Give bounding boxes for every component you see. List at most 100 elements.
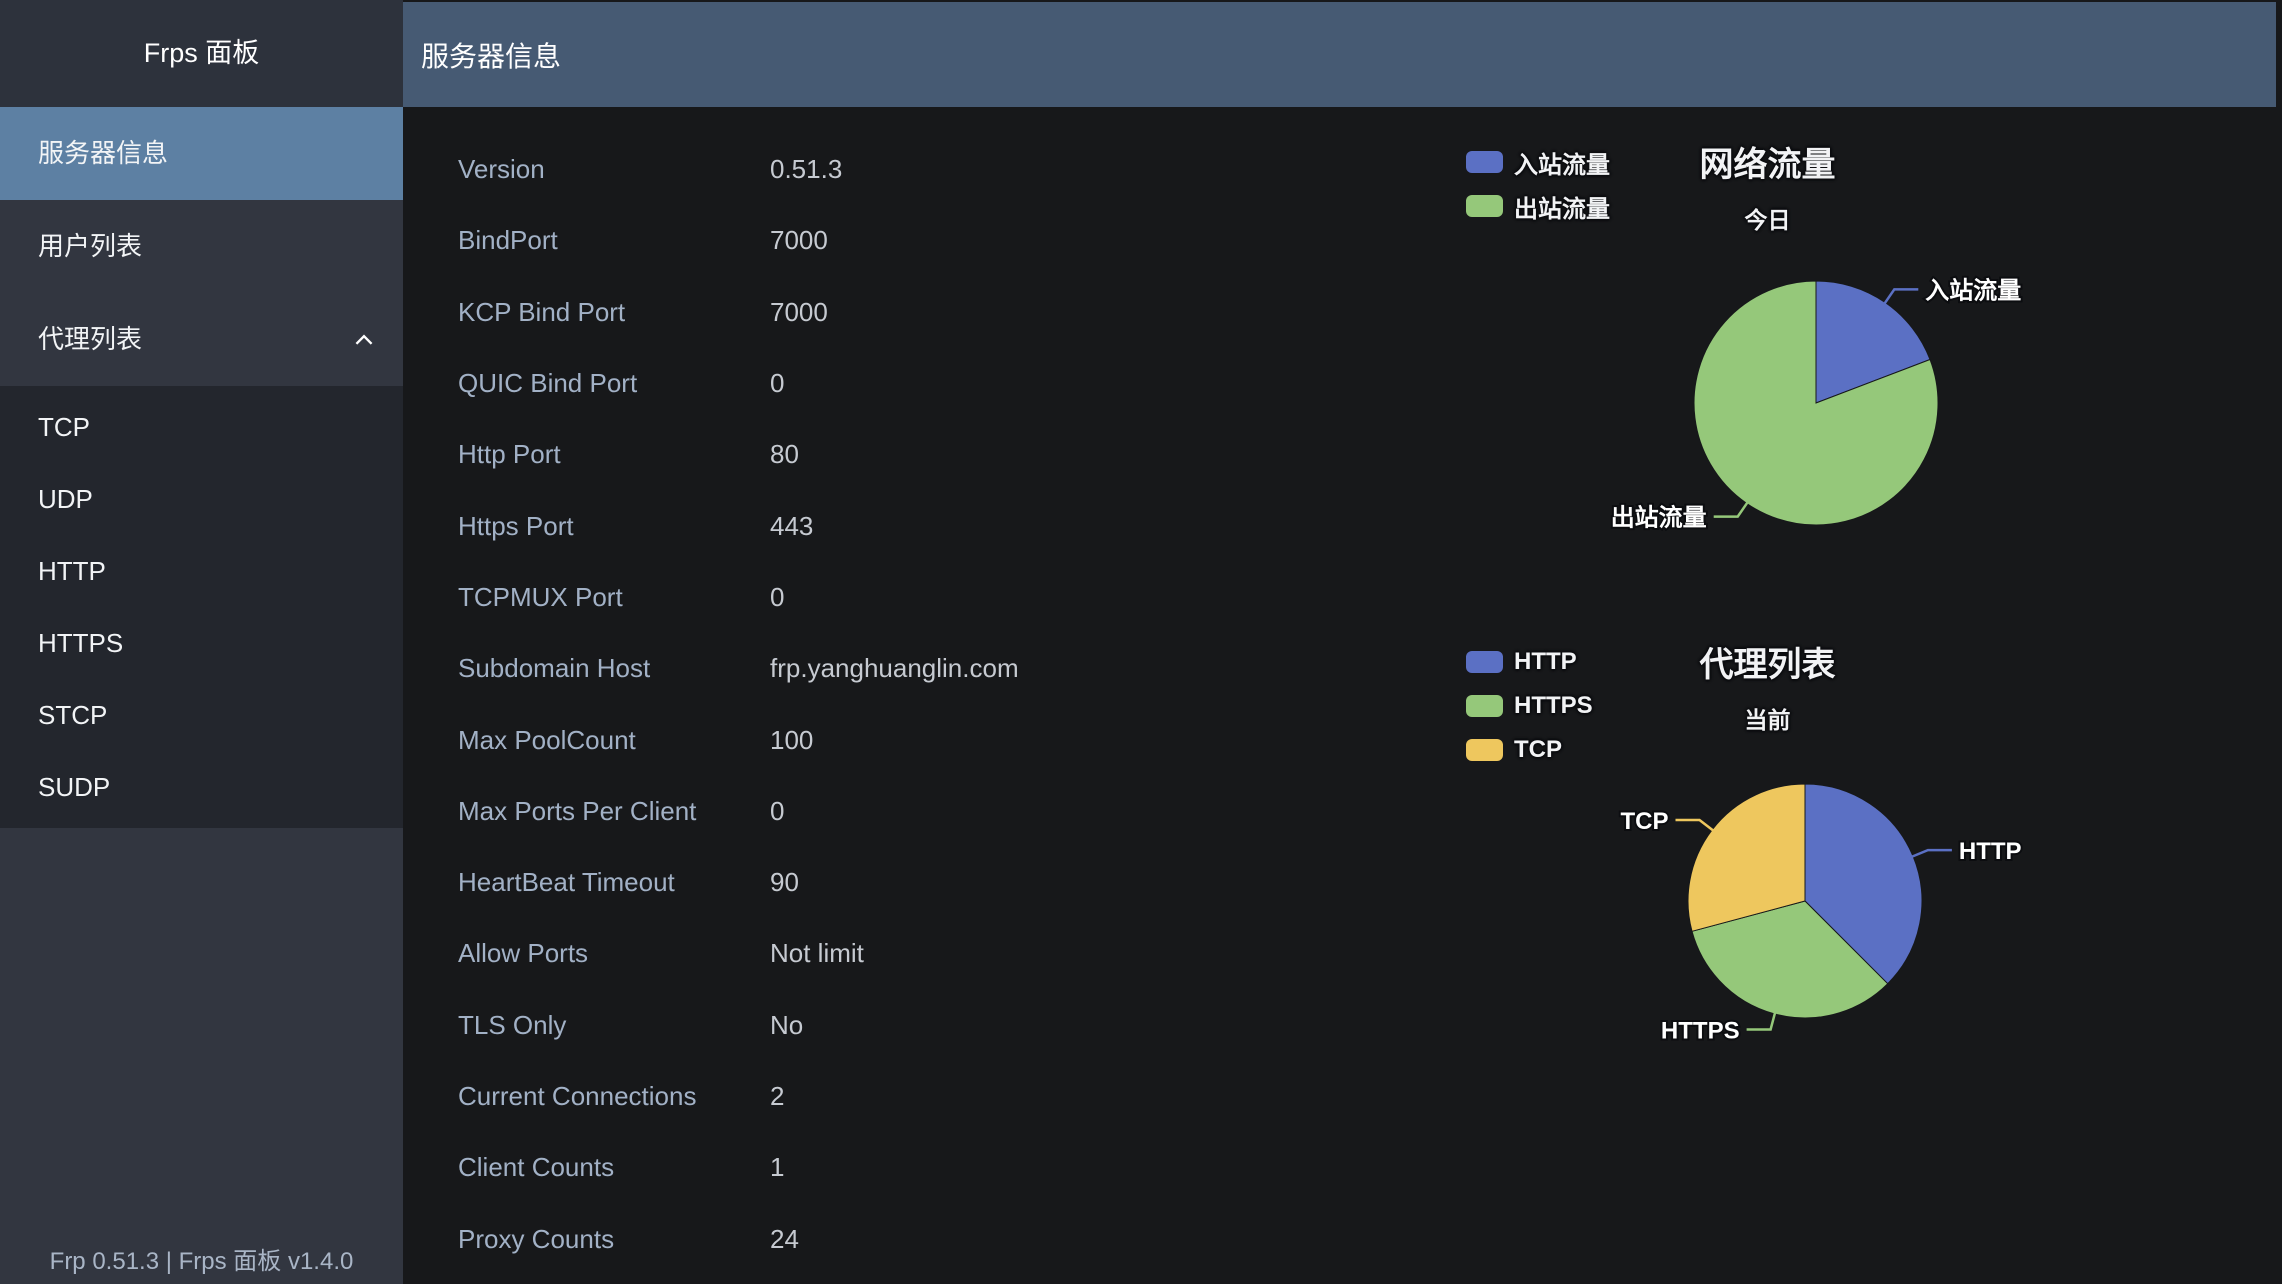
info-value: 443: [770, 510, 814, 541]
info-label: Max Ports Per Client: [458, 795, 697, 826]
table-row: Current Connections 2: [458, 1061, 1019, 1132]
table-row: Subdomain Host frp.yanghuanglin.com: [458, 633, 1019, 704]
version-footer: Frp 0.51.3 | Frps 面板 v1.4.0: [49, 1248, 354, 1275]
chart-title-box: 代理列表 当前: [1435, 620, 2100, 735]
table-row: Version 0.51.3: [458, 134, 1019, 205]
table-row: BindPort 7000: [458, 205, 1019, 276]
chart-subtitle: 今日: [1744, 207, 1791, 233]
legend-item-HTTP[interactable]: HTTP: [1466, 640, 1593, 684]
sidebar-subitem-udp[interactable]: UDP: [38, 484, 93, 514]
pie-slice-label: 出站流量: [1611, 505, 1707, 532]
pie-label-leader: [1883, 288, 1919, 305]
info-value: 0: [770, 581, 785, 612]
info-label: Subdomain Host: [458, 653, 651, 684]
info-value: 0: [770, 368, 785, 399]
app-title: Frps 面板: [0, 0, 403, 107]
sidebar-item-user-list[interactable]: 用户列表: [38, 231, 143, 261]
info-value: 0.51.3: [770, 154, 843, 185]
sidebar: Frps 面板 服务器信息 用户列表 代理列表 TCP UDP HTTP HTTPS S…: [0, 0, 403, 1284]
table-row: Max PoolCount 100: [458, 704, 1019, 775]
legend-item-出站流量[interactable]: 出站流量: [1466, 184, 1610, 228]
table-row: Max Ports Per Client 0: [458, 776, 1019, 847]
chart-proxy-list: HTTP HTTPS TCP 代理列表 当前 HTTP HTTPS TCP: [1435, 620, 2282, 1120]
info-label: KCP Bind Port: [458, 296, 626, 327]
legend-label: 出站流量: [1514, 195, 1610, 223]
legend-label: 入站流量: [1514, 151, 1610, 179]
legend-item-TCP[interactable]: TCP: [1466, 728, 1593, 772]
table-row: Proxy Counts 24: [458, 1203, 1019, 1274]
legend-swatch: [1466, 651, 1503, 673]
pie-label-leader: [1675, 818, 1715, 832]
legend-swatch: [1466, 195, 1503, 217]
chart-legend: 入站流量 出站流量: [1466, 140, 1610, 228]
sidebar-submenu: TCP UDP HTTP HTTPS STCP SUDP: [0, 386, 403, 828]
sidebar-subitem-stcp[interactable]: STCP: [38, 700, 108, 730]
info-value: frp.yanghuanglin.com: [770, 653, 1019, 684]
info-value: 2: [770, 1081, 785, 1111]
table-row: HeartBeat Timeout 90: [458, 847, 1019, 918]
legend-item-入站流量[interactable]: 入站流量: [1466, 140, 1610, 184]
info-label: HeartBeat Timeout: [458, 867, 675, 898]
table-row: Allow Ports Not limit: [458, 918, 1019, 989]
info-label: Max PoolCount: [458, 724, 636, 755]
chevron-up-icon: [355, 334, 373, 345]
info-value: 80: [770, 439, 799, 470]
pie-slice-label: HTTPS: [1661, 1018, 1740, 1045]
pie-label-leader: [1713, 501, 1749, 518]
chart-title-box: 网络流量 今日: [1435, 120, 2100, 235]
info-label: Allow Ports: [458, 938, 589, 969]
table-row: Client Counts 1: [458, 1132, 1019, 1203]
legend-item-HTTPS[interactable]: HTTPS: [1466, 684, 1593, 728]
info-value: 0: [770, 795, 785, 826]
info-label: Client Counts: [458, 1152, 615, 1183]
info-label: Https Port: [458, 510, 574, 541]
chart-legend: HTTP HTTPS TCP: [1466, 640, 1593, 772]
info-value: 100: [770, 724, 814, 755]
info-value: 7000: [770, 296, 828, 327]
table-row: TLS Only No: [458, 990, 1019, 1061]
info-value: 1: [770, 1152, 785, 1183]
table-row: KCP Bind Port 7000: [458, 277, 1019, 348]
chart-network-traffic: 入站流量 出站流量 网络流量 今日 入站流量 出站流量: [1435, 120, 2282, 620]
sidebar-menu: 服务器信息 用户列表 代理列表 TCP UDP HTTP HTTPS STCP SUDP: [0, 107, 403, 828]
pie-chart-proxy-list: HTTP HTTPS TCP: [1619, 783, 2024, 1047]
chart-title: 网络流量: [1699, 146, 1836, 184]
sidebar-subitem-https[interactable]: HTTPS: [38, 628, 124, 658]
chart-subtitle: 当前: [1744, 707, 1791, 733]
sidebar-subitem-tcp[interactable]: TCP: [38, 412, 90, 442]
sidebar-subitem-sudp[interactable]: SUDP: [38, 772, 111, 802]
info-value: No: [770, 1009, 804, 1040]
table-row: Https Port 443: [458, 490, 1019, 561]
legend-label: HTTP: [1514, 648, 1577, 675]
info-label: Http Port: [458, 439, 561, 470]
info-label: TCPMUX Port: [458, 581, 623, 612]
table-row: Http Port 80: [458, 419, 1019, 490]
info-label: Version: [458, 154, 545, 185]
sidebar-subitem-http[interactable]: HTTP: [38, 556, 106, 586]
table-row: TCPMUX Port 0: [458, 562, 1019, 633]
pie-label-leader: [1910, 848, 1952, 859]
info-label: Proxy Counts: [458, 1223, 615, 1254]
sidebar-item-label: 代理列表: [38, 324, 143, 354]
info-value: 90: [770, 867, 799, 898]
legend-swatch: [1466, 151, 1503, 173]
legend-label: HTTPS: [1514, 692, 1593, 719]
info-label: Current Connections: [458, 1081, 697, 1111]
info-value: Not limit: [770, 938, 864, 969]
pie-slice-label: HTTP: [1959, 838, 2022, 865]
server-info-table: Version 0.51.3 BindPort 7000 KCP Bind Port 70…: [458, 134, 1019, 1275]
pie-slice-label: TCP: [1621, 808, 1669, 835]
sidebar-item-server-info[interactable]: 服务器信息: [0, 107, 403, 200]
legend-label: TCP: [1514, 736, 1562, 763]
table-row: QUIC Bind Port 0: [458, 348, 1019, 419]
page-title: 服务器信息: [421, 40, 562, 72]
info-value: 24: [770, 1223, 799, 1254]
page-header: 服务器信息: [403, 2, 2276, 107]
pie-label-leader: [1746, 1011, 1777, 1031]
info-label: QUIC Bind Port: [458, 368, 638, 399]
sidebar-item-proxy-list[interactable]: 代理列表: [0, 293, 403, 386]
legend-swatch: [1466, 695, 1503, 717]
pie-slice-label: 入站流量: [1925, 277, 2021, 304]
